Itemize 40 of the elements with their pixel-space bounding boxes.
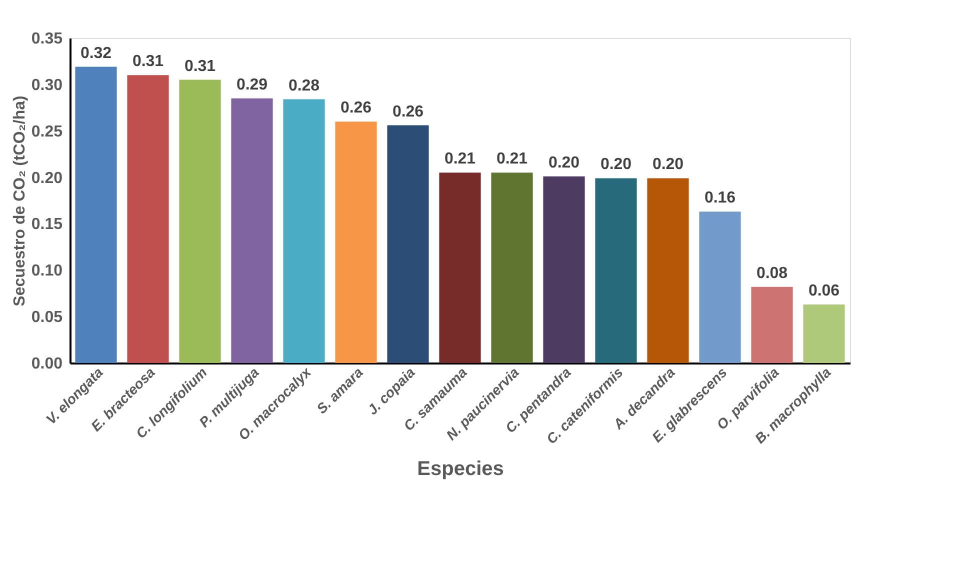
y-tick-label: 0.20 (31, 170, 63, 187)
bar (543, 176, 585, 363)
bar (283, 99, 325, 363)
y-tick-label: 0.10 (31, 262, 63, 280)
data-label: 0.28 (288, 77, 320, 94)
bar (699, 212, 741, 363)
data-label: 0.31 (132, 53, 164, 70)
bar (647, 178, 689, 363)
y-tick-label: 0.15 (31, 216, 63, 234)
bar (75, 66, 117, 363)
data-label: 0.08 (756, 264, 788, 282)
data-label: 0.26 (340, 100, 372, 117)
data-label: 0.26 (392, 103, 424, 120)
bar (751, 286, 793, 363)
data-label: 0.21 (496, 150, 528, 168)
bar (231, 98, 273, 363)
y-tick-label: 0.35 (31, 30, 63, 48)
data-label: 0.20 (652, 156, 684, 174)
data-label: 0.20 (548, 154, 580, 172)
bar (335, 122, 377, 363)
bar (595, 178, 637, 363)
data-label: 0.29 (236, 76, 268, 94)
bar (439, 172, 481, 363)
bar (179, 80, 221, 363)
y-tick-label: 0.30 (31, 76, 63, 94)
y-tick-label: 0.05 (31, 309, 63, 326)
data-label: 0.31 (184, 58, 216, 75)
bar (127, 75, 169, 363)
y-tick-label: 0.00 (31, 356, 63, 372)
data-label: 0.21 (444, 150, 476, 168)
bar (803, 304, 845, 363)
bar (387, 125, 429, 363)
data-label: 0.20 (600, 156, 632, 174)
data-label: 0.06 (808, 282, 840, 300)
y-axis-title: Secuestro de CO₂ (tCO₂/ha) (11, 96, 28, 306)
data-label: 0.32 (80, 44, 112, 62)
x-axis-title: Especies (417, 458, 504, 480)
y-tick-label: 0.25 (31, 123, 63, 140)
data-label: 0.16 (704, 190, 736, 207)
bar (491, 172, 533, 363)
